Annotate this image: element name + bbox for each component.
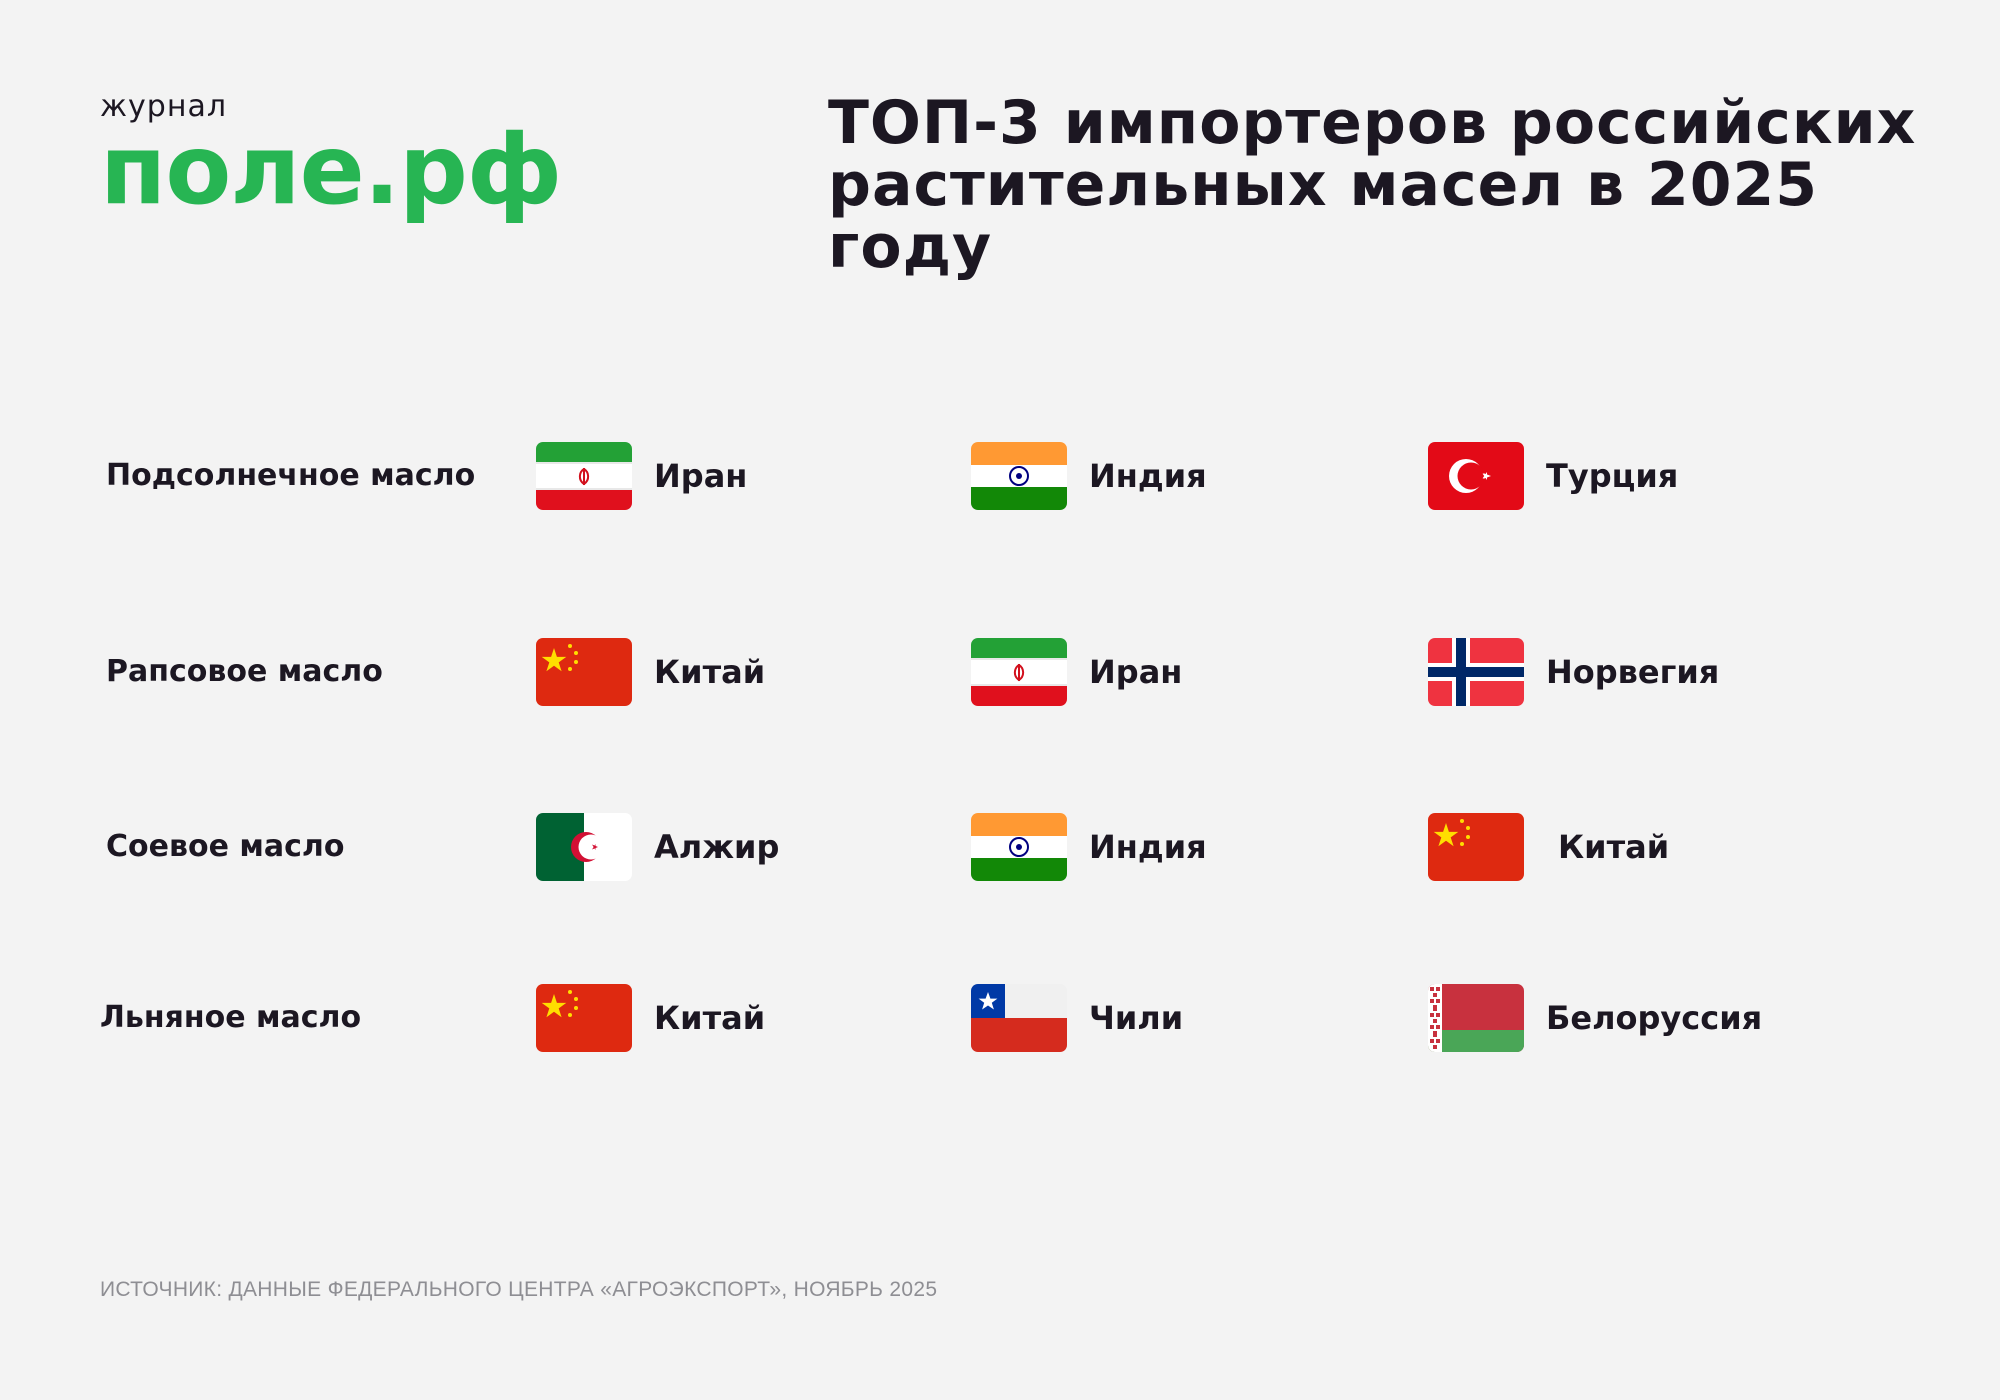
chile-flag-icon — [971, 984, 1067, 1052]
country-name: Индия — [1089, 457, 1207, 495]
india-flag-icon — [971, 442, 1067, 510]
india-flag-icon — [971, 813, 1067, 881]
oil-label: Соевое масло — [106, 829, 345, 864]
oil-row: Соевое масло Алжир Индия Китай — [0, 812, 2000, 882]
china-flag-icon — [536, 638, 632, 706]
source-note: ИСТОЧНИК: ДАННЫЕ ФЕДЕРАЛЬНОГО ЦЕНТРА «АГ… — [100, 1278, 938, 1301]
oil-row: Льняное масло Китай Чили Белоруссия — [0, 983, 2000, 1053]
oil-label: Рапсовое масло — [106, 654, 383, 689]
country-name: Белоруссия — [1546, 999, 1763, 1037]
oil-row: Подсолнечное масло Иран Индия Турция — [0, 441, 2000, 511]
country-name: Иран — [654, 457, 748, 495]
oil-label: Подсолнечное масло — [106, 458, 476, 493]
country-name: Чили — [1089, 999, 1184, 1037]
norway-flag-icon — [1428, 638, 1524, 706]
country-name: Алжир — [654, 828, 780, 866]
turkey-flag-icon — [1428, 442, 1524, 510]
algeria-flag-icon — [536, 813, 632, 881]
brand-logo: журнал поле.рф — [100, 89, 562, 226]
oil-row: Рапсовое масло Китай Иран Норвегия — [0, 637, 2000, 707]
iran-flag-icon — [971, 638, 1067, 706]
belarus-flag-icon — [1428, 984, 1524, 1052]
china-flag-icon — [1428, 813, 1524, 881]
logo-big-text: поле.рф — [100, 114, 562, 226]
iran-flag-icon — [536, 442, 632, 510]
country-name: Китай — [654, 999, 766, 1037]
oil-label: Льняное масло — [100, 1000, 362, 1035]
country-name: Китай — [654, 653, 766, 691]
country-name: Турция — [1546, 457, 1679, 495]
page-title: ТОП-3 импортеров российских растительных… — [828, 88, 1917, 282]
country-name: Индия — [1089, 828, 1207, 866]
country-name: Иран — [1089, 653, 1183, 691]
china-flag-icon — [536, 984, 632, 1052]
logo-small-text: журнал — [100, 89, 227, 124]
country-name: Китай — [1558, 828, 1670, 866]
country-name: Норвегия — [1546, 653, 1720, 691]
